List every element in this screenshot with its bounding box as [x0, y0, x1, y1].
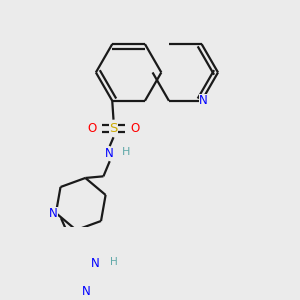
Text: S: S	[109, 122, 118, 135]
Text: O: O	[88, 122, 97, 135]
Text: H: H	[110, 257, 118, 267]
Text: H: H	[122, 147, 130, 158]
Text: N: N	[49, 206, 58, 220]
Text: N: N	[82, 285, 91, 298]
Text: O: O	[130, 122, 140, 135]
Text: N: N	[105, 147, 114, 160]
Text: N: N	[199, 94, 207, 107]
Text: N: N	[91, 257, 99, 270]
